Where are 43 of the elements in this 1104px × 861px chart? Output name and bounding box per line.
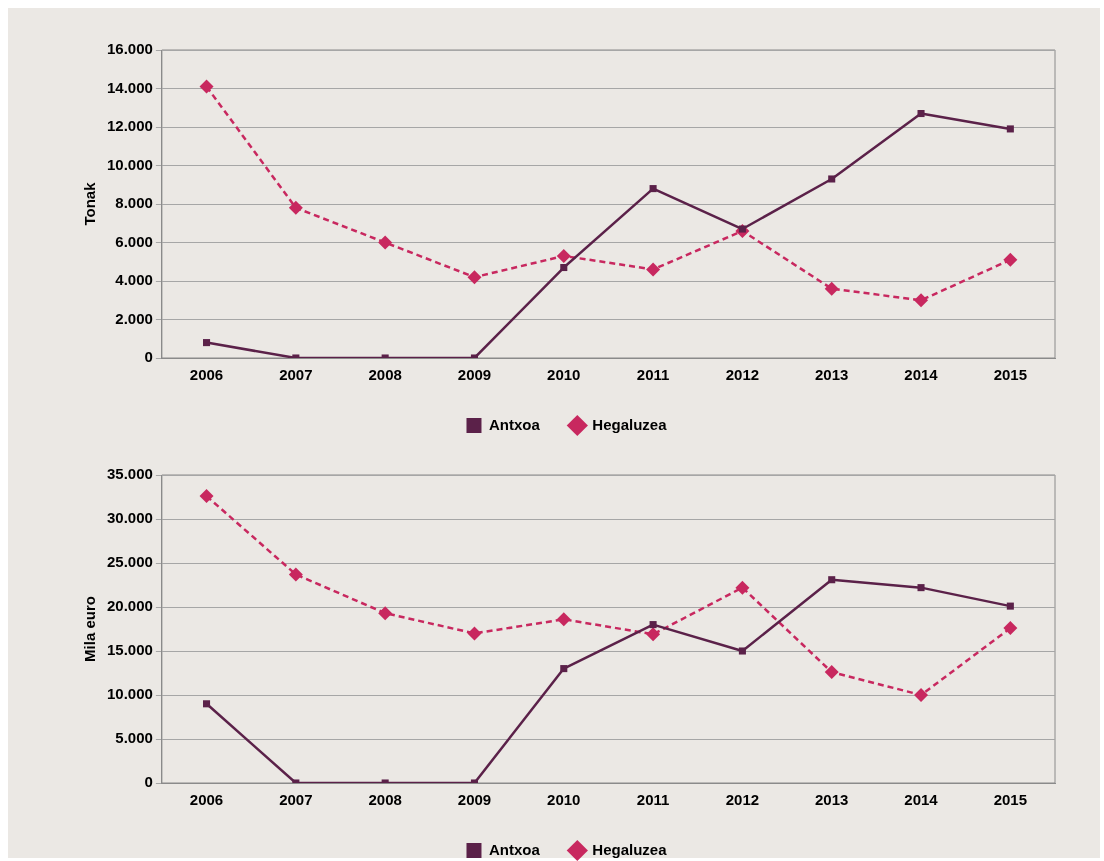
x-tick-label: 2012 (725, 366, 760, 384)
x-tick-label: 2015 (993, 791, 1028, 809)
x-tick-label: 2013 (815, 791, 849, 809)
y-tick-label: 20.000 (106, 597, 153, 615)
x-tick-label: 2010 (547, 791, 581, 809)
y-axis-title: Mila euro (81, 596, 99, 662)
legend-label: Hegaluzea (592, 840, 668, 858)
y-tick-label: 2.000 (115, 309, 153, 327)
y-tick-label: 5.000 (115, 729, 153, 747)
x-tick-label: 2008 (368, 366, 402, 384)
y-tick-label: 25.000 (106, 553, 153, 571)
x-tick-label: 2011 (636, 366, 670, 384)
x-tick-label: 2014 (904, 791, 939, 809)
y-tick-label: 15.000 (106, 641, 153, 659)
y-tick-label: 10.000 (106, 685, 153, 703)
x-tick-label: 2007 (279, 791, 313, 809)
y-tick-label: 10.000 (106, 155, 153, 173)
x-tick-label: 2009 (457, 366, 492, 384)
x-tick-label: 2009 (457, 791, 492, 809)
x-tick-label: 2010 (547, 366, 581, 384)
y-tick-label: 16.000 (106, 40, 153, 58)
x-tick-label: 2006 (189, 791, 224, 809)
y-axis-title: Tonak (81, 181, 99, 226)
x-tick-label: 2011 (636, 791, 670, 809)
legend-label: Antxoa (488, 415, 541, 433)
y-tick-label: 6.000 (115, 232, 153, 250)
legend-label: Antxoa (488, 840, 541, 858)
x-tick-label: 2006 (189, 366, 224, 384)
y-tick-label: 0 (144, 348, 153, 366)
y-tick-label: 35.000 (106, 465, 153, 483)
x-tick-label: 2014 (904, 366, 939, 384)
x-tick-label: 2015 (993, 366, 1028, 384)
y-tick-label: 8.000 (115, 194, 153, 212)
legend-label: Hegaluzea (592, 415, 668, 433)
x-tick-label: 2008 (368, 791, 402, 809)
x-tick-label: 2007 (279, 366, 313, 384)
x-tick-label: 2012 (725, 791, 760, 809)
y-tick-label: 30.000 (106, 509, 153, 527)
y-tick-label: 12.000 (106, 117, 153, 135)
y-tick-label: 14.000 (106, 78, 153, 96)
y-tick-label: 4.000 (115, 271, 153, 289)
y-tick-label: 0 (144, 773, 153, 791)
x-tick-label: 2013 (815, 366, 849, 384)
